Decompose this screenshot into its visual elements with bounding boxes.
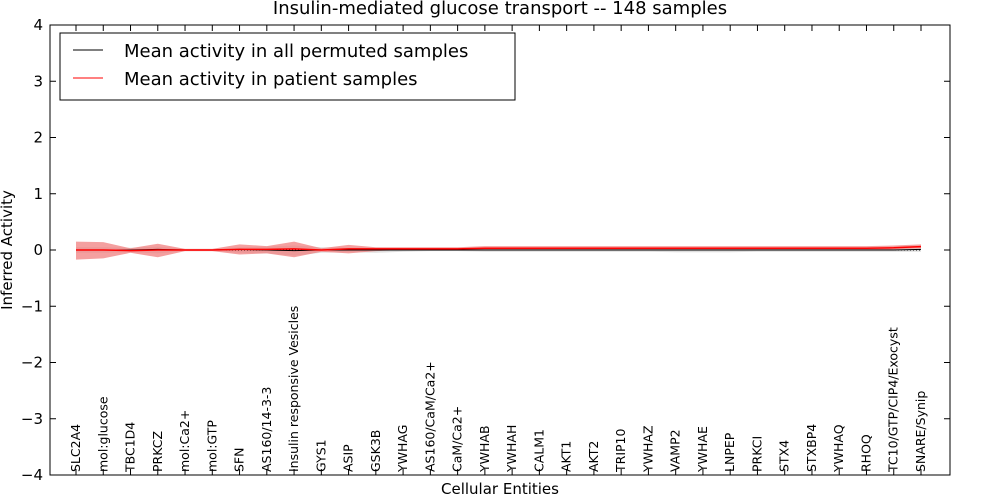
x-tick-label: CaM/Ca2+	[450, 406, 465, 472]
y-tick-label: 2	[33, 129, 43, 147]
y-tick-label: −1	[21, 297, 43, 315]
y-tick-label: 3	[33, 72, 43, 90]
x-tick-label: YWHAB	[477, 425, 492, 473]
series-lines	[76, 245, 922, 252]
x-tick-label: AKT2	[586, 441, 601, 472]
line-series-2	[76, 245, 922, 252]
x-tick-label: PRKCZ	[150, 431, 165, 472]
x-tick-label: SNARE/Synip	[913, 391, 928, 472]
x-tick-label: YWHAQ	[831, 424, 846, 473]
x-tick-label: YWHAH	[504, 425, 519, 473]
x-tick-label: AS160/CaM/Ca2+	[422, 361, 437, 472]
y-tick-label: −2	[21, 354, 43, 372]
chart-title: Insulin-mediated glucose transport -- 14…	[273, 0, 727, 19]
y-tick-label: 4	[33, 16, 43, 34]
legend-box	[59, 32, 516, 101]
x-tick-label: LNPEP	[722, 432, 737, 472]
x-tick-label: VAMP2	[668, 429, 683, 472]
x-tick-label: RHOQ	[859, 434, 874, 472]
x-tick-label: TRIP10	[613, 429, 628, 473]
y-axis-ticks: −4 −3 −2 −1 0 1 2 3 4	[21, 16, 950, 484]
x-axis-label: Cellular Entities	[441, 480, 559, 498]
legend-label-permuted: Mean activity in all permuted samples	[124, 41, 468, 62]
y-tick-label: −3	[21, 410, 43, 428]
legend: Mean activity in all permuted samples Me…	[59, 32, 516, 101]
x-tick-label: STXBP4	[804, 424, 819, 472]
y-tick-label: −4	[21, 466, 43, 484]
x-tick-label: TC10/GTP/CIP4/Exocyst	[886, 327, 901, 473]
x-tick-label: mol:Ca2+	[177, 410, 192, 472]
x-tick-label: YWHAG	[395, 425, 410, 473]
x-tick-label: AKT1	[559, 441, 574, 472]
legend-label-patient: Mean activity in patient samples	[124, 69, 418, 90]
x-tick-label: ASIP	[341, 444, 356, 472]
x-tick-label: GSK3B	[368, 430, 383, 472]
x-tick-label: mol:glucose	[95, 396, 110, 472]
x-tick-label: GYS1	[313, 439, 328, 472]
x-tick-label: CALM1	[531, 429, 546, 472]
x-tick-label: AS160/14-3-3	[259, 387, 274, 472]
x-tick-label: Insulin responsive Vesicles	[286, 306, 301, 472]
x-tick-label: STX4	[777, 440, 792, 472]
x-axis-ticks: SLC2A4 mol:glucose TBC1D4 PRKCZ mol:Ca2+ mol:…	[68, 25, 928, 475]
y-tick-label: 1	[33, 185, 43, 203]
y-axis-label: Inferred Activity	[0, 190, 16, 310]
x-tick-label: SLC2A4	[68, 424, 83, 472]
x-tick-label: TBC1D4	[123, 422, 138, 473]
x-tick-label: mol:GTP	[204, 420, 219, 472]
x-tick-label: YWHAZ	[640, 425, 655, 473]
y-tick-label: 0	[33, 241, 43, 259]
x-tick-label: YWHAE	[695, 426, 710, 473]
x-tick-label: SFN	[232, 448, 247, 472]
band-series-2	[76, 241, 921, 260]
x-tick-label: PRKCI	[750, 436, 765, 472]
